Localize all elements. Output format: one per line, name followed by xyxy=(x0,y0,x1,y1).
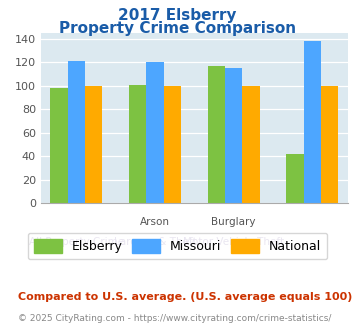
Bar xyxy=(50,88,67,203)
Bar xyxy=(321,86,338,203)
Text: All Property Crime: All Property Crime xyxy=(29,237,124,247)
Text: Motor Vehicle Theft: Motor Vehicle Theft xyxy=(183,237,284,247)
Legend: Elsberry, Missouri, National: Elsberry, Missouri, National xyxy=(28,233,327,259)
Text: Burglary: Burglary xyxy=(212,216,256,227)
Text: 2017 Elsberry: 2017 Elsberry xyxy=(118,8,237,23)
Bar xyxy=(164,86,181,203)
Text: Compared to U.S. average. (U.S. average equals 100): Compared to U.S. average. (U.S. average … xyxy=(18,292,352,302)
Bar xyxy=(208,66,225,203)
Bar xyxy=(225,68,242,203)
Text: Property Crime Comparison: Property Crime Comparison xyxy=(59,21,296,36)
Bar xyxy=(286,154,304,203)
Bar xyxy=(242,86,260,203)
Bar xyxy=(304,41,321,203)
Bar xyxy=(67,61,85,203)
Bar xyxy=(129,84,146,203)
Bar xyxy=(146,62,164,203)
Text: Larceny & Theft: Larceny & Theft xyxy=(114,237,196,247)
Text: © 2025 CityRating.com - https://www.cityrating.com/crime-statistics/: © 2025 CityRating.com - https://www.city… xyxy=(18,314,331,323)
Bar xyxy=(85,86,102,203)
Text: Arson: Arson xyxy=(140,216,170,227)
